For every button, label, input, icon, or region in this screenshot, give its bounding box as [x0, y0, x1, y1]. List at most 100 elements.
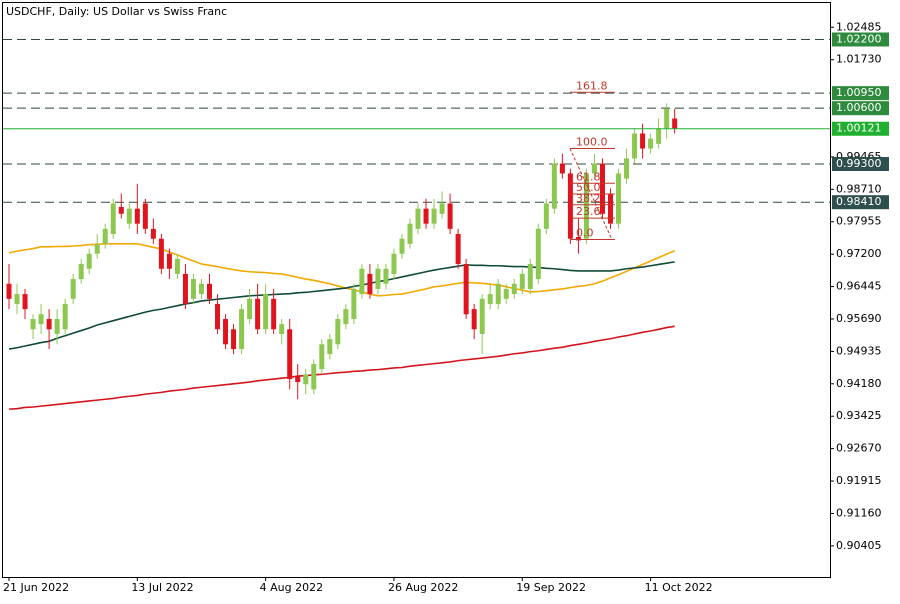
level-label-box — [832, 195, 889, 210]
x-tick-label: 13 Jul 2022 — [131, 581, 193, 594]
candle-body — [391, 253, 397, 274]
candle-body — [423, 208, 429, 224]
candle-body — [487, 294, 493, 304]
candle-body — [640, 133, 646, 149]
candle-body — [198, 283, 204, 295]
candle-body — [110, 203, 116, 234]
candle-body — [407, 223, 413, 244]
candle-body — [672, 118, 678, 129]
candle-body — [439, 203, 445, 214]
candle-body — [190, 279, 196, 299]
y-tick-label: 1.01730 — [836, 53, 882, 66]
candle-body — [207, 283, 212, 299]
candle-body — [527, 264, 533, 289]
y-tick-label: 0.90405 — [836, 539, 882, 552]
candle-body — [279, 324, 285, 335]
moving-average — [8, 261, 675, 350]
candle-body — [22, 294, 28, 310]
candle-body — [656, 128, 662, 144]
level-label: 0.99300 — [836, 157, 882, 170]
y-tick-label: 0.97200 — [836, 247, 882, 260]
candle-body — [359, 268, 365, 295]
x-tick-label: 11 Oct 2022 — [645, 581, 713, 594]
fib-label: 38.2 — [576, 192, 601, 205]
level-label: 0.98410 — [836, 195, 882, 208]
candle-body — [591, 163, 597, 174]
candle-body — [30, 318, 36, 330]
candle-body — [6, 283, 12, 299]
candle-body — [54, 318, 60, 335]
y-tick-label: 0.96445 — [836, 280, 882, 293]
level-label: 1.00950 — [836, 86, 882, 99]
candle-body — [624, 158, 630, 179]
chart-title: USDCHF, Daily: US Dollar vs Swiss Franc — [6, 5, 227, 18]
level-label-box — [832, 101, 889, 116]
candle-body — [616, 173, 622, 224]
fib-label: 61.8 — [576, 170, 601, 183]
y-tick-label: 0.97955 — [836, 215, 882, 228]
candle-body — [86, 253, 92, 269]
candle-body — [134, 208, 140, 224]
candle-body — [383, 268, 389, 284]
y-tick-label: 0.92670 — [836, 442, 882, 455]
candle-body — [70, 279, 76, 299]
current-price-label: 1.00121 — [836, 122, 882, 135]
level-label-box — [832, 86, 889, 101]
candle-body — [327, 339, 333, 355]
candle-body — [463, 264, 469, 315]
candle-body — [295, 376, 301, 383]
candle-body — [599, 163, 605, 214]
y-tick-label: 0.95690 — [836, 312, 882, 325]
candle-body — [535, 228, 541, 280]
candle-body — [287, 329, 293, 380]
candle-body — [150, 228, 156, 239]
candle-body — [38, 314, 44, 325]
y-tick-label: 0.91915 — [836, 474, 882, 487]
candle-body — [94, 243, 100, 254]
x-tick-label: 4 Aug 2022 — [260, 581, 323, 594]
candle-body — [239, 309, 245, 350]
candle-body — [158, 238, 164, 269]
y-tick-label: 0.98710 — [836, 182, 882, 195]
candle-body — [271, 298, 277, 330]
level-label: 1.00600 — [836, 101, 882, 114]
candle-body — [182, 273, 188, 304]
x-tick-label: 21 Jun 2022 — [3, 581, 69, 594]
candle-body — [126, 208, 132, 224]
x-tick-label: 26 Aug 2022 — [388, 581, 458, 594]
candle-body — [231, 329, 237, 350]
candle-body — [174, 258, 180, 274]
candle-body — [78, 264, 84, 280]
candle-body — [263, 294, 269, 330]
candle-body — [142, 203, 148, 229]
candle-body — [118, 206, 124, 214]
candle-body — [648, 138, 654, 149]
candle-body — [303, 374, 309, 385]
fib-label: 50.0 — [576, 181, 601, 194]
y-tick-label: 1.02485 — [836, 20, 882, 33]
fib-label: 23.6 — [576, 205, 601, 218]
candle-body — [583, 173, 589, 239]
candle-body — [559, 163, 565, 174]
fib-label: 161.8 — [576, 79, 608, 92]
candle-body — [551, 163, 557, 209]
moving-average — [8, 325, 675, 410]
candle-body — [14, 294, 20, 304]
candle-body — [455, 233, 461, 265]
candle-body — [255, 298, 261, 330]
candle-body — [447, 203, 453, 229]
level-label-box — [832, 32, 889, 47]
candle-body — [62, 303, 68, 330]
candle-body — [495, 283, 501, 304]
level-label: 1.02200 — [836, 32, 882, 45]
candle-body — [471, 309, 477, 330]
x-tick-label: 19 Sep 2022 — [516, 581, 586, 594]
candle-body — [247, 298, 253, 319]
candle-body — [343, 309, 349, 325]
moving-average — [8, 243, 675, 297]
level-label-box — [832, 156, 889, 171]
candle-body — [311, 364, 317, 390]
fib-label: 100.0 — [576, 136, 608, 149]
